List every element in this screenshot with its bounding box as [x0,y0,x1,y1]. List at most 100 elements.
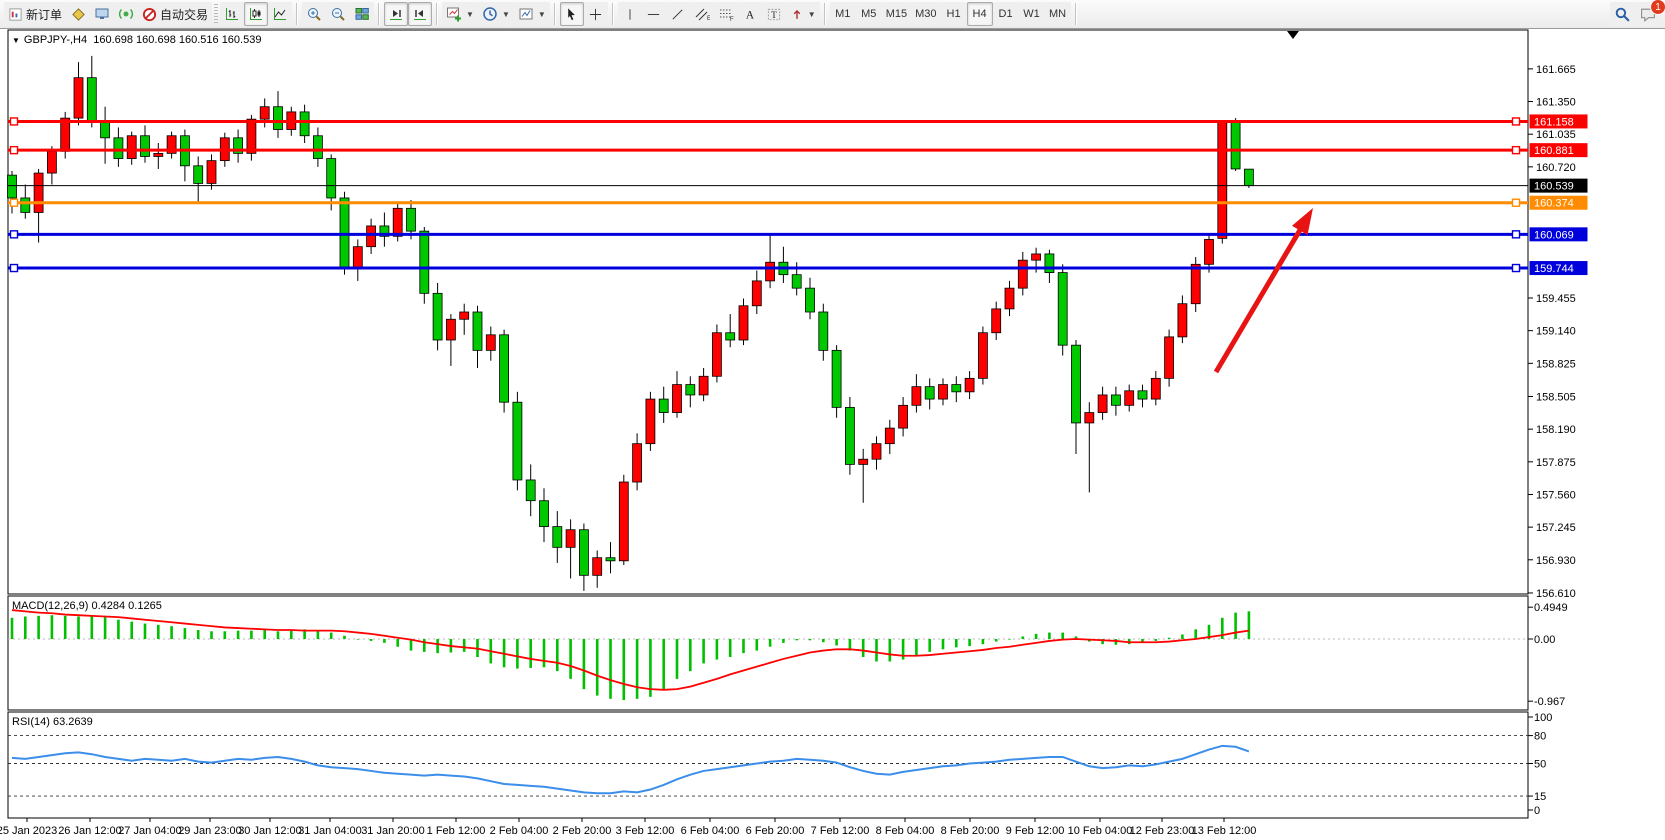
funnel-button[interactable] [66,2,91,26]
svg-text:7 Feb 12:00: 7 Feb 12:00 [811,825,870,837]
channel-button[interactable]: E [689,2,714,26]
timeframe-h4-button[interactable]: H4 [966,2,993,26]
signal-button[interactable] [114,2,139,26]
macd-label: MACD(12,26,9) 0.4284 0.1265 [12,600,162,612]
svg-text:156.610: 156.610 [1536,588,1576,600]
template-button[interactable]: ▼ [513,2,550,26]
fibonacci-button[interactable]: F [713,2,738,26]
svg-text:160.539: 160.539 [1534,181,1574,193]
chart-area[interactable]: 161.158 160.881 160.539 160.374 160.069 159.7… [0,29,1665,840]
svg-text:159.140: 159.140 [1536,326,1576,338]
zoom-out-button[interactable] [326,2,351,26]
notification-badge: 1 [1650,0,1665,15]
svg-text:160.881: 160.881 [1534,145,1574,157]
text-label-icon: T [766,7,782,22]
svg-text:159.744: 159.744 [1534,263,1574,275]
svg-text:8 Feb 20:00: 8 Feb 20:00 [941,825,1000,837]
rsi-value: 63.2639 [52,716,93,728]
trendline-button[interactable] [665,2,690,26]
svg-text:0.4949: 0.4949 [1534,602,1568,614]
svg-text:-0.967: -0.967 [1534,696,1565,708]
svg-text:158.825: 158.825 [1536,358,1576,370]
periods-button[interactable]: ▼ [477,2,514,26]
svg-text:157.875: 157.875 [1536,457,1576,469]
shapes-button[interactable]: ▼ [785,2,820,26]
cursor-button[interactable] [559,2,584,26]
svg-text:F: F [730,17,734,22]
svg-text:15: 15 [1534,791,1546,803]
svg-text:0: 0 [1534,805,1540,817]
timeframe-m15-button[interactable]: M15 [881,2,912,26]
timeframe-m1-button[interactable]: M1 [829,2,856,26]
timeframe-h1-button[interactable]: H1 [940,2,967,26]
autotrading-button[interactable]: 自动交易 [138,2,213,26]
horizontal-line-icon [646,7,661,22]
market-watch-button[interactable] [90,2,115,26]
timeframe-mn-button[interactable]: MN [1044,2,1071,26]
toolbar-separator [1074,3,1077,25]
candlestick-chart-icon [248,6,264,22]
svg-text:30 Jan 12:00: 30 Jan 12:00 [238,825,302,837]
svg-text:6 Feb 04:00: 6 Feb 04:00 [681,825,740,837]
bar-chart-button[interactable] [220,2,245,26]
search-icon [1614,6,1631,23]
timeframe-m5-button[interactable]: M5 [855,2,882,26]
chart-canvas[interactable]: 161.158 160.881 160.539 160.374 160.069 159.7… [0,29,1665,840]
text-button[interactable]: A [737,2,762,26]
vertical-line-button[interactable] [617,2,642,26]
notifications-button[interactable]: 1 [1635,0,1665,26]
line-chart-button[interactable] [268,2,293,26]
search-button[interactable] [1610,2,1635,26]
toolbar-separator [296,3,299,25]
rsi-label: RSI(14) 63.2639 [12,716,93,728]
new-order-button[interactable]: 新订单 [4,2,67,26]
toolbar-separator [436,3,439,25]
periods-clock-icon [482,6,498,22]
timeframe-m30-button[interactable]: M30 [911,2,941,26]
toolbar-separator [553,3,556,25]
svg-text:158.190: 158.190 [1536,424,1576,436]
svg-text:156.930: 156.930 [1536,555,1576,567]
toolbar-separator [823,3,826,25]
new-order-icon [8,7,23,22]
autoscroll-icon [388,6,404,22]
svg-text:157.245: 157.245 [1536,522,1576,534]
svg-text:E: E [707,16,710,22]
chart-shift-icon [412,6,428,22]
timeframe-d1-button[interactable]: D1 [992,2,1019,26]
chevron-down-icon: ▼ [12,36,20,45]
svg-text:1 Feb 12:00: 1 Feb 12:00 [427,825,486,837]
svg-text:158.505: 158.505 [1536,391,1576,403]
chart-shift-button[interactable] [408,2,433,26]
chart-title: ▼ GBPJPY-,H4 160.698 160.698 160.516 160.… [12,34,261,46]
text-label-button[interactable]: T [761,2,786,26]
svg-text:25 Jan 2023: 25 Jan 2023 [0,825,57,837]
cursor-icon [564,7,579,22]
crosshair-button[interactable] [583,2,608,26]
zoom-in-button[interactable] [302,2,327,26]
svg-text:159.455: 159.455 [1536,293,1576,305]
autoscroll-button[interactable] [384,2,409,26]
indicators-icon [446,6,462,22]
svg-text:157.560: 157.560 [1536,489,1576,501]
svg-text:27 Jan 04:00: 27 Jan 04:00 [118,825,182,837]
candlestick-chart-button[interactable] [244,2,269,26]
text-icon: A [743,7,757,22]
svg-text:3 Feb 12:00: 3 Feb 12:00 [616,825,675,837]
svg-text:31 Jan 04:00: 31 Jan 04:00 [298,825,362,837]
tile-windows-button[interactable] [350,2,375,26]
toolbar: 新订单 自动交易 [0,0,1665,29]
horizontal-line-button[interactable] [641,2,666,26]
svg-text:13 Feb 12:00: 13 Feb 12:00 [1192,825,1257,837]
timeframe-w1-button[interactable]: W1 [1018,2,1045,26]
rsi-name: RSI(14) [12,716,50,728]
shapes-icon [790,7,804,22]
bar-chart-icon [224,6,240,22]
chevron-down-icon: ▼ [501,9,510,19]
svg-text:T: T [771,10,777,20]
svg-text:0.00: 0.00 [1534,634,1555,646]
indicators-button[interactable]: ▼ [442,2,478,26]
svg-text:161.035: 161.035 [1536,129,1576,141]
svg-text:2 Feb 04:00: 2 Feb 04:00 [490,825,549,837]
svg-text:160.069: 160.069 [1534,229,1574,241]
